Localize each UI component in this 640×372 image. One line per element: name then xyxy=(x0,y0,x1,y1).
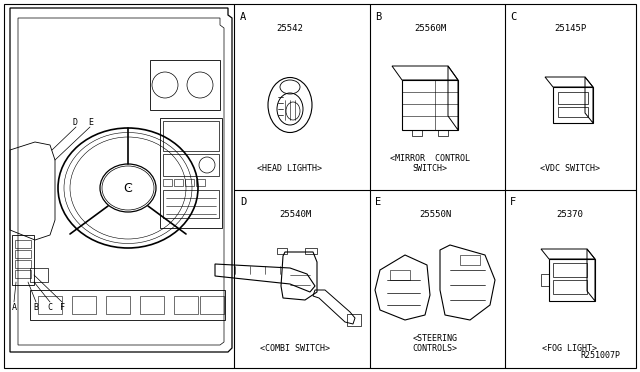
Bar xyxy=(460,255,480,265)
Bar xyxy=(174,179,183,186)
Text: <MIRROR  CONTROL
SWITCH>: <MIRROR CONTROL SWITCH> xyxy=(390,154,470,173)
Text: D: D xyxy=(72,118,77,127)
Text: B: B xyxy=(375,12,381,22)
Text: <VDC SWITCH>: <VDC SWITCH> xyxy=(540,164,600,173)
Text: 25145P: 25145P xyxy=(554,24,586,33)
Bar xyxy=(277,248,287,254)
Text: D: D xyxy=(240,197,246,207)
Text: 25560M: 25560M xyxy=(414,24,446,33)
Text: E: E xyxy=(88,118,93,127)
Bar xyxy=(38,296,62,314)
Bar xyxy=(438,130,448,136)
Bar xyxy=(553,263,587,277)
Bar xyxy=(553,280,587,294)
Bar xyxy=(163,179,172,186)
Bar xyxy=(390,270,410,280)
Bar xyxy=(15,260,31,268)
Text: A: A xyxy=(12,303,17,312)
Bar xyxy=(30,268,48,282)
Text: 25540M: 25540M xyxy=(279,210,311,219)
Text: 25370: 25370 xyxy=(557,210,584,219)
Bar xyxy=(200,296,224,314)
Bar xyxy=(185,179,194,186)
Bar xyxy=(15,240,31,248)
Text: A: A xyxy=(240,12,246,22)
Bar xyxy=(15,250,31,258)
Text: 25542: 25542 xyxy=(276,24,303,33)
Bar xyxy=(541,274,549,286)
Bar xyxy=(402,80,458,130)
Text: C: C xyxy=(510,12,516,22)
Text: <COMBI SWITCH>: <COMBI SWITCH> xyxy=(260,344,330,353)
Bar xyxy=(558,107,588,117)
Bar xyxy=(12,235,34,285)
Bar xyxy=(412,130,422,136)
Bar xyxy=(305,248,317,254)
Bar xyxy=(558,92,588,104)
Text: 25550N: 25550N xyxy=(419,210,451,219)
Text: E: E xyxy=(375,197,381,207)
Text: <FOG LIGHT>: <FOG LIGHT> xyxy=(543,344,598,353)
Text: C: C xyxy=(47,303,52,312)
Bar xyxy=(150,60,220,110)
Text: F: F xyxy=(60,303,65,312)
Bar xyxy=(163,121,219,151)
Bar xyxy=(140,296,164,314)
Bar xyxy=(347,314,361,326)
Bar xyxy=(72,296,96,314)
Bar xyxy=(30,290,225,320)
Bar xyxy=(549,259,595,301)
Bar xyxy=(160,118,222,228)
Text: R251007P: R251007P xyxy=(580,351,620,360)
Bar xyxy=(196,179,205,186)
Text: F: F xyxy=(510,197,516,207)
Text: <HEAD LIGHTH>: <HEAD LIGHTH> xyxy=(257,164,323,173)
Bar xyxy=(553,87,593,123)
Bar xyxy=(174,296,198,314)
Text: B: B xyxy=(33,303,38,312)
Text: <STEERING
CONTROLS>: <STEERING CONTROLS> xyxy=(413,334,458,353)
Text: Ͼ: Ͼ xyxy=(124,182,132,195)
Bar xyxy=(163,154,219,176)
Bar xyxy=(163,190,219,218)
Bar xyxy=(15,270,31,278)
Bar xyxy=(106,296,130,314)
